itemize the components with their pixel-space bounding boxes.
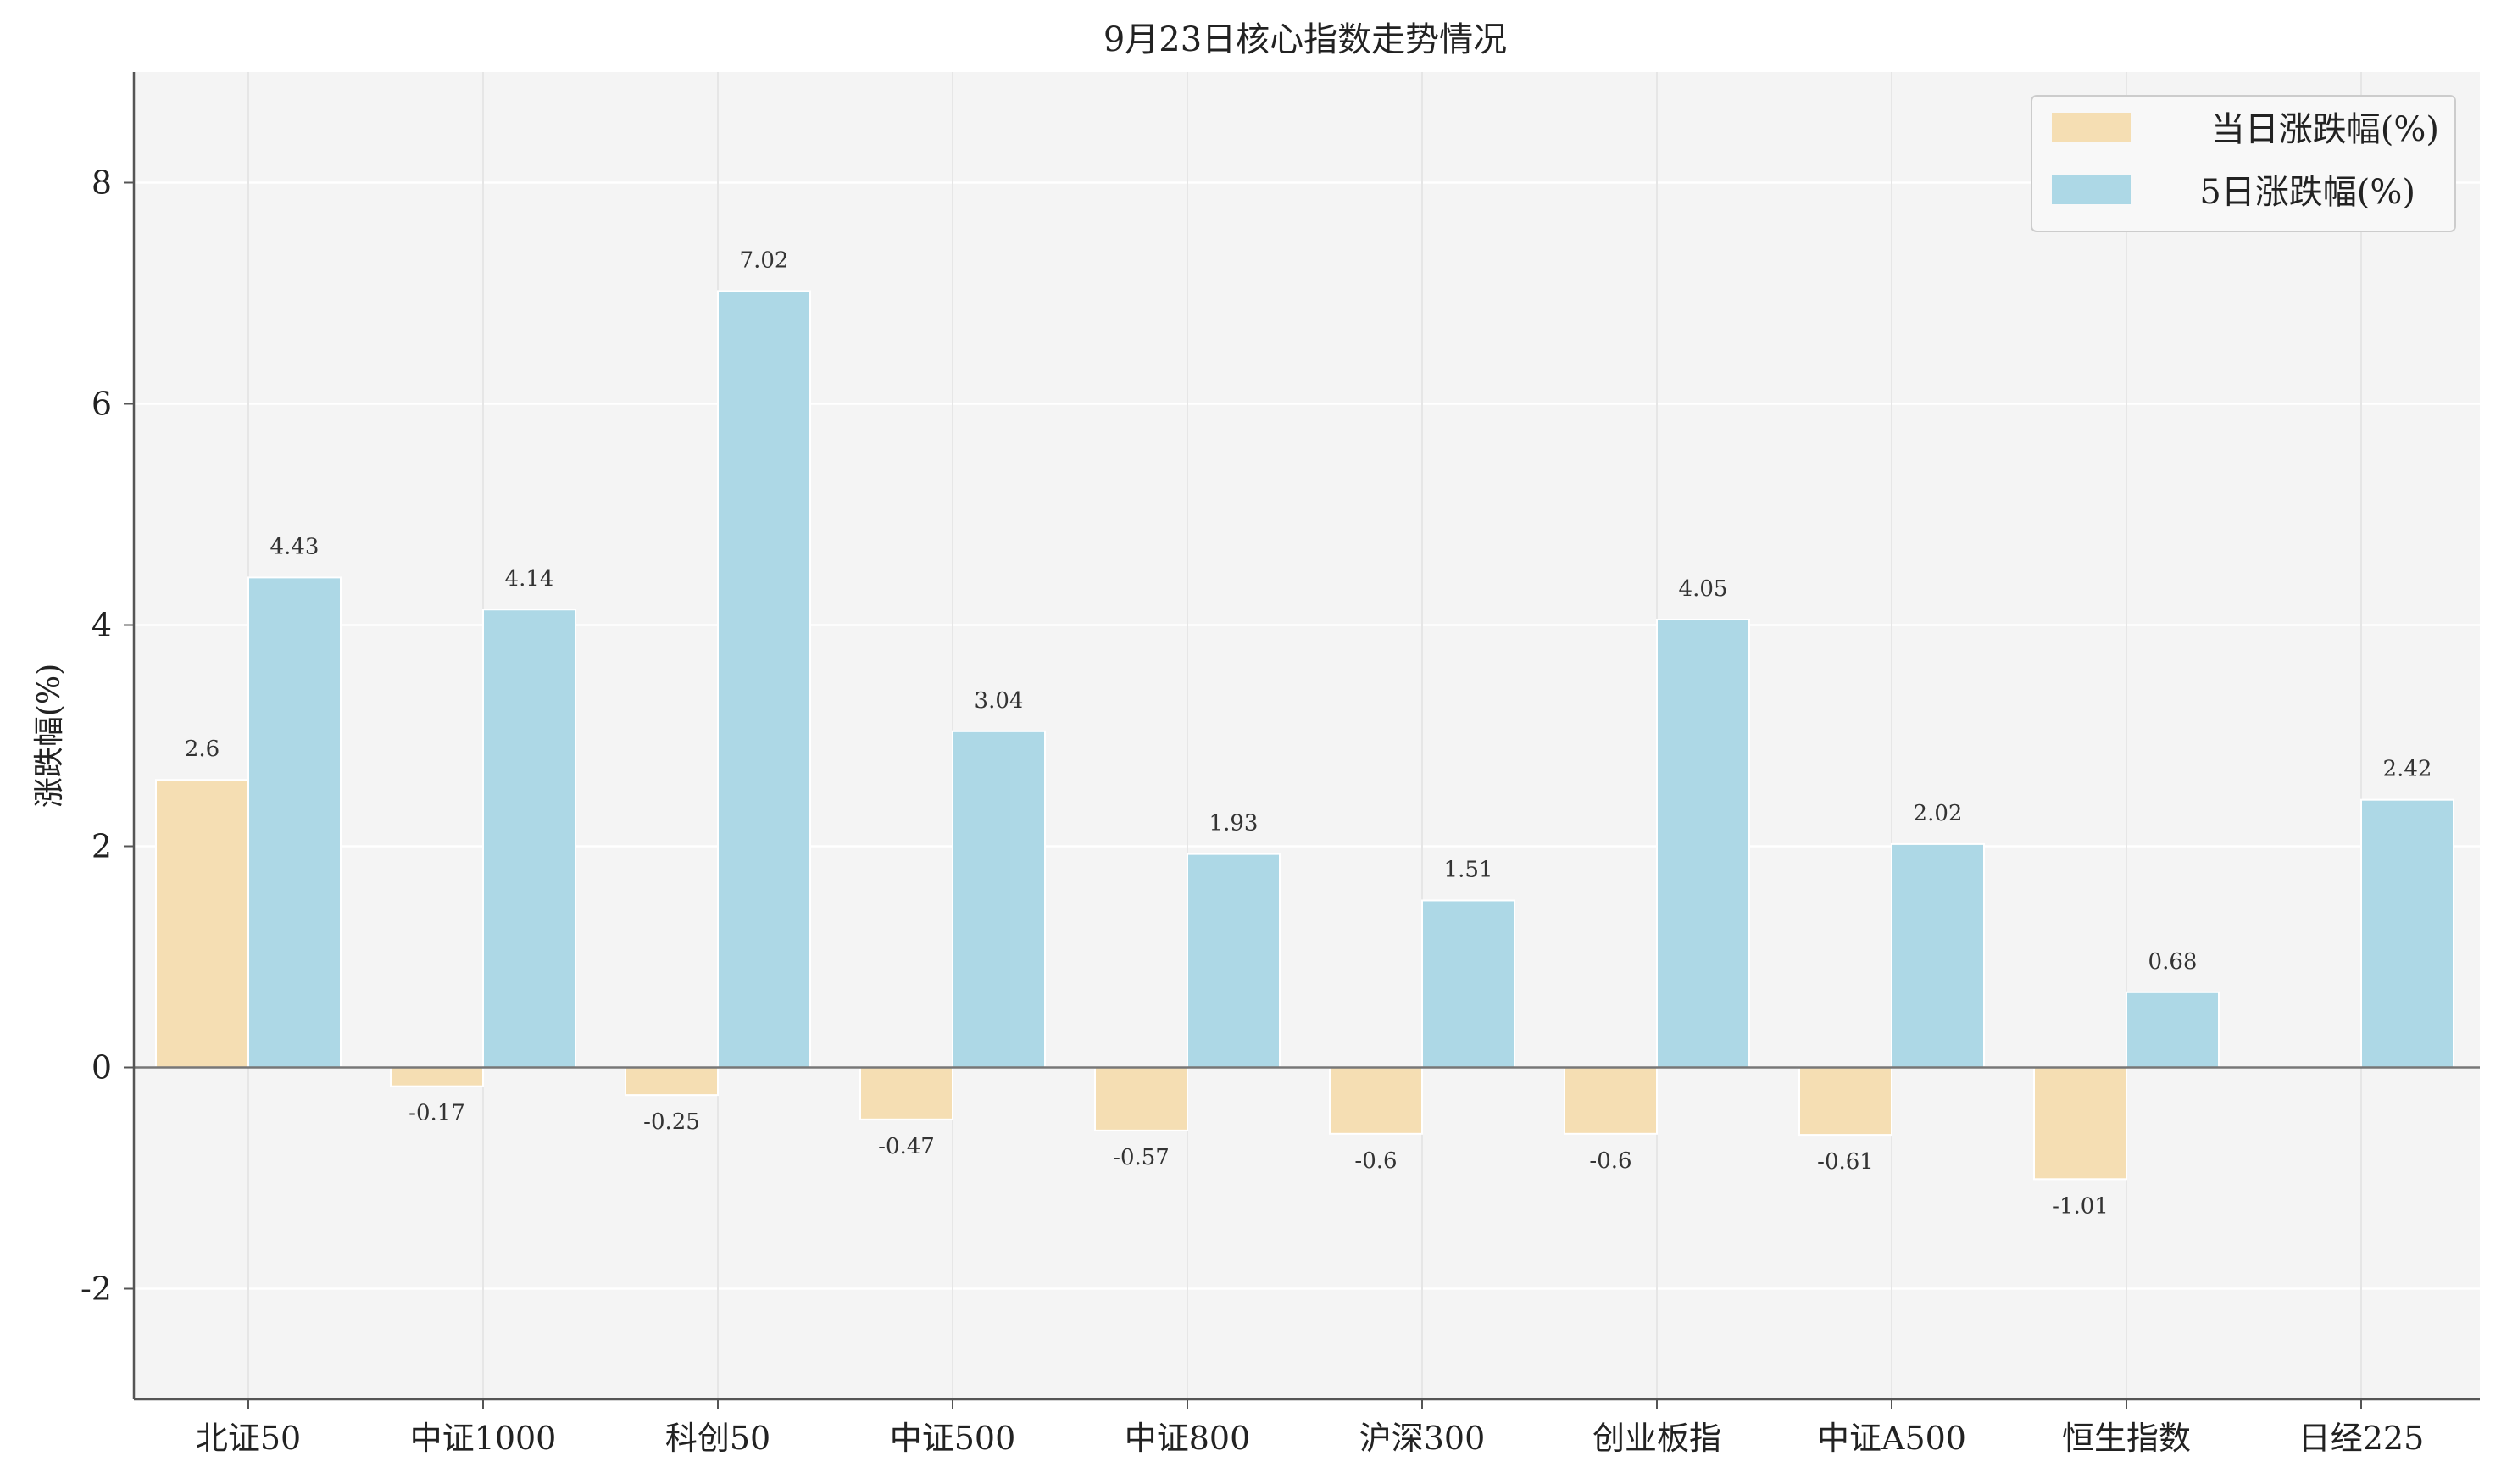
x-tick-label: 科创50 [665,1420,770,1457]
bar-5day-6 [1656,618,1750,1069]
bar-5day-9 [2360,798,2454,1069]
x-tick-label: 日经225 [2298,1420,2425,1457]
legend-swatch-5day [2052,175,2131,204]
data-label: 1.93 [1209,811,1259,836]
x-tick-label: 恒生指数 [2062,1420,2191,1457]
data-label: -1.01 [2052,1193,2109,1219]
x-tick-label: 中证A500 [1817,1420,1966,1457]
data-label: 7.02 [740,247,789,273]
legend-label-5day: 5日涨跌幅(%) [2199,173,2415,212]
y-ticks: -2 0 2 4 6 8 [81,164,134,1308]
bar-daily-4 [1094,1066,1188,1131]
data-labels: 2.6 -0.17 -0.25 -0.47 -0.57 -0.6 -0.6 -0.61 -1.0… [185,247,2432,1219]
x-tick-label: 沪深300 [1359,1420,1486,1457]
data-label: 2.6 [185,736,220,762]
data-label: 0.68 [2148,949,2198,975]
y-tick-label: 8 [92,164,112,202]
bar-5day-0 [247,576,342,1069]
chart-title: 9月23日核心指数走势情况 [1103,20,1507,59]
data-label: -0.61 [1817,1149,1874,1175]
bar-5day-4 [1187,853,1281,1069]
bar-5day-7 [1891,842,1985,1069]
bar-daily-3 [859,1066,953,1120]
data-label: 3.04 [975,688,1024,714]
bar-5day-2 [717,290,811,1069]
y-tick-label: -2 [81,1270,112,1308]
x-tick-label: 中证500 [890,1420,1016,1457]
x-tick-label: 中证1000 [410,1420,557,1457]
y-tick-label: 6 [92,386,112,423]
bar-5day-8 [2126,991,2220,1069]
y-tick-label: 2 [92,828,112,865]
legend-swatch-daily [2052,113,2131,142]
data-label: -0.6 [1354,1148,1397,1174]
bar-daily-7 [1798,1066,1892,1137]
x-tick-label: 北证50 [196,1420,301,1457]
data-label: 4.05 [1679,576,1728,602]
bar-daily-6 [1564,1066,1658,1135]
bar-daily-8 [2033,1066,2127,1181]
bar-daily-1 [390,1066,484,1087]
data-label: 1.51 [1444,857,1493,882]
data-label: 4.14 [505,566,554,592]
data-label: 2.42 [2383,757,2432,782]
legend-box [2031,95,2456,232]
y-tick-label: 4 [92,607,112,644]
bar-daily-5 [1329,1066,1423,1135]
data-label: -0.17 [408,1101,465,1126]
bar-5day-5 [1421,899,1515,1069]
y-axis-label: 涨跌幅(%) [32,664,67,808]
bars [155,290,2454,1181]
x-ticks: 北证50 中证1000 科创50 中证500 中证800 沪深300 创业板指 中证A500 恒… [196,1399,2424,1457]
x-tick-label: 创业板指 [1592,1420,1721,1457]
data-label: -0.25 [643,1109,700,1135]
legend-label-daily: 当日涨跌幅(%) [2211,110,2439,149]
data-label: -0.47 [878,1134,935,1159]
data-label: 4.43 [270,534,320,559]
data-label: -0.57 [1113,1145,1170,1170]
bar-daily-2 [625,1066,719,1097]
bar-5day-1 [482,609,576,1069]
bar-daily-0 [155,779,249,1069]
data-label: 2.02 [1914,801,1963,826]
bar-5day-3 [952,730,1046,1069]
x-tick-label: 中证800 [1125,1420,1251,1457]
y-tick-label: 0 [92,1049,112,1087]
data-label: -0.6 [1589,1148,1631,1174]
legend: 当日涨跌幅(%) 5日涨跌幅(%) [2031,95,2456,232]
